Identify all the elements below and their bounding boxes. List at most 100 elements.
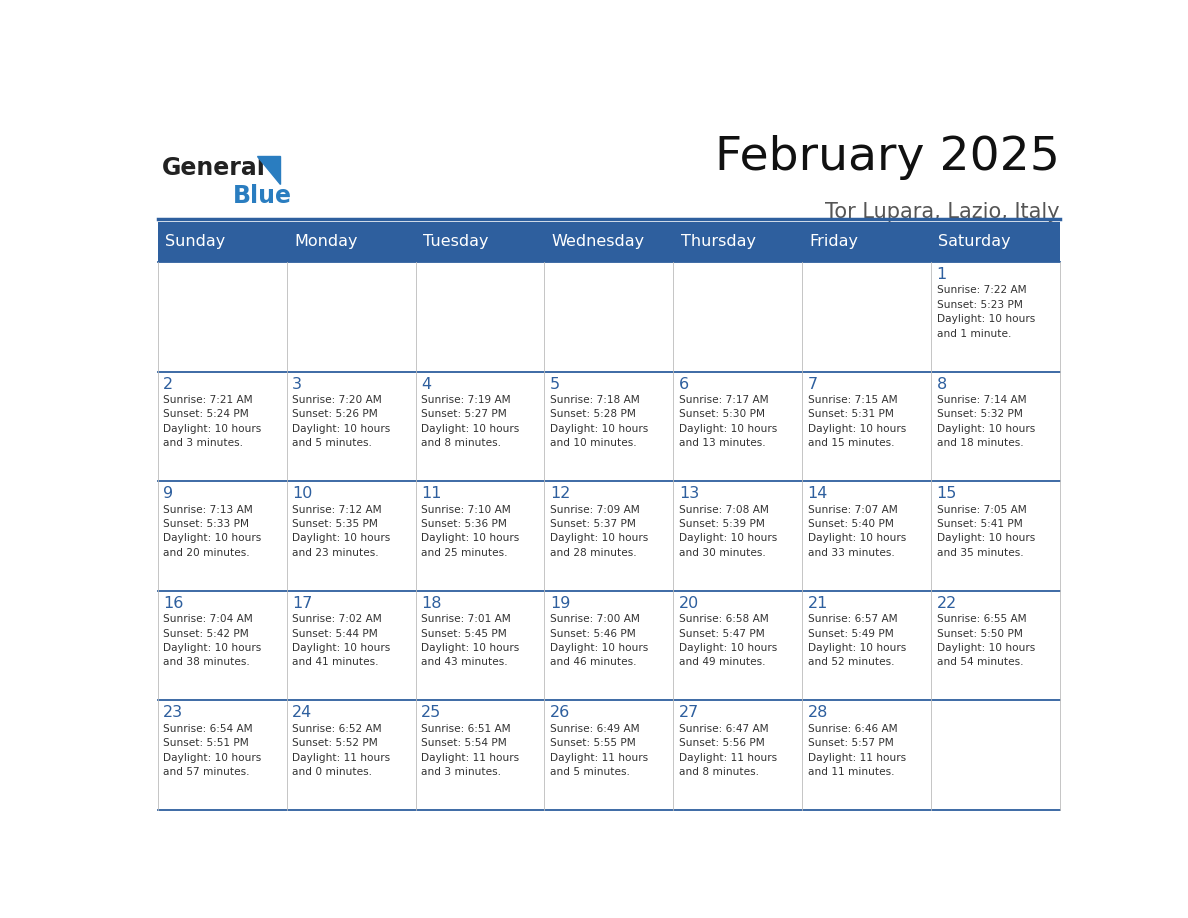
Bar <box>158 372 286 481</box>
Text: Sunrise: 7:20 AM
Sunset: 5:26 PM
Daylight: 10 hours
and 5 minutes.: Sunrise: 7:20 AM Sunset: 5:26 PM Dayligh… <box>292 395 391 448</box>
Bar <box>802 700 931 810</box>
Bar <box>158 481 286 591</box>
Bar <box>286 700 416 810</box>
Bar <box>802 481 931 591</box>
Bar <box>416 372 544 481</box>
Bar <box>286 481 416 591</box>
Text: Sunrise: 7:21 AM
Sunset: 5:24 PM
Daylight: 10 hours
and 3 minutes.: Sunrise: 7:21 AM Sunset: 5:24 PM Dayligh… <box>163 395 261 448</box>
Text: 23: 23 <box>163 705 183 721</box>
Text: Sunrise: 7:10 AM
Sunset: 5:36 PM
Daylight: 10 hours
and 25 minutes.: Sunrise: 7:10 AM Sunset: 5:36 PM Dayligh… <box>421 505 519 558</box>
Text: 27: 27 <box>678 705 699 721</box>
Text: Sunrise: 7:12 AM
Sunset: 5:35 PM
Daylight: 10 hours
and 23 minutes.: Sunrise: 7:12 AM Sunset: 5:35 PM Dayligh… <box>292 505 391 558</box>
Text: Tuesday: Tuesday <box>423 234 488 250</box>
Bar <box>544 481 674 591</box>
Text: Monday: Monday <box>293 234 358 250</box>
Bar <box>416 263 544 372</box>
Bar <box>674 372 802 481</box>
Text: 2: 2 <box>163 376 173 392</box>
Text: Sunrise: 6:46 AM
Sunset: 5:57 PM
Daylight: 11 hours
and 11 minutes.: Sunrise: 6:46 AM Sunset: 5:57 PM Dayligh… <box>808 723 905 777</box>
Text: Sunrise: 7:08 AM
Sunset: 5:39 PM
Daylight: 10 hours
and 30 minutes.: Sunrise: 7:08 AM Sunset: 5:39 PM Dayligh… <box>678 505 777 558</box>
Text: 21: 21 <box>808 596 828 610</box>
Text: 9: 9 <box>163 487 173 501</box>
Text: Sunday: Sunday <box>165 234 226 250</box>
Text: Sunrise: 6:49 AM
Sunset: 5:55 PM
Daylight: 11 hours
and 5 minutes.: Sunrise: 6:49 AM Sunset: 5:55 PM Dayligh… <box>550 723 647 777</box>
Text: Saturday: Saturday <box>939 234 1011 250</box>
Text: Sunrise: 6:47 AM
Sunset: 5:56 PM
Daylight: 11 hours
and 8 minutes.: Sunrise: 6:47 AM Sunset: 5:56 PM Dayligh… <box>678 723 777 777</box>
Polygon shape <box>257 156 280 185</box>
Text: 22: 22 <box>936 596 956 610</box>
Bar <box>931 372 1060 481</box>
Bar <box>158 263 286 372</box>
Text: Sunrise: 6:58 AM
Sunset: 5:47 PM
Daylight: 10 hours
and 49 minutes.: Sunrise: 6:58 AM Sunset: 5:47 PM Dayligh… <box>678 614 777 667</box>
Bar <box>931 700 1060 810</box>
Text: Sunrise: 7:17 AM
Sunset: 5:30 PM
Daylight: 10 hours
and 13 minutes.: Sunrise: 7:17 AM Sunset: 5:30 PM Dayligh… <box>678 395 777 448</box>
Text: Sunrise: 7:02 AM
Sunset: 5:44 PM
Daylight: 10 hours
and 41 minutes.: Sunrise: 7:02 AM Sunset: 5:44 PM Dayligh… <box>292 614 391 667</box>
Text: 18: 18 <box>421 596 442 610</box>
Text: 7: 7 <box>808 376 817 392</box>
Text: 5: 5 <box>550 376 560 392</box>
Text: 14: 14 <box>808 487 828 501</box>
Bar <box>544 263 674 372</box>
Bar <box>544 700 674 810</box>
Text: 19: 19 <box>550 596 570 610</box>
Bar <box>416 700 544 810</box>
Text: 26: 26 <box>550 705 570 721</box>
Text: 17: 17 <box>292 596 312 610</box>
Text: Sunrise: 7:05 AM
Sunset: 5:41 PM
Daylight: 10 hours
and 35 minutes.: Sunrise: 7:05 AM Sunset: 5:41 PM Dayligh… <box>936 505 1035 558</box>
Text: Sunrise: 6:51 AM
Sunset: 5:54 PM
Daylight: 11 hours
and 3 minutes.: Sunrise: 6:51 AM Sunset: 5:54 PM Dayligh… <box>421 723 519 777</box>
Bar <box>416 481 544 591</box>
Text: 20: 20 <box>678 596 699 610</box>
Text: Sunrise: 7:00 AM
Sunset: 5:46 PM
Daylight: 10 hours
and 46 minutes.: Sunrise: 7:00 AM Sunset: 5:46 PM Dayligh… <box>550 614 649 667</box>
Text: Sunrise: 7:15 AM
Sunset: 5:31 PM
Daylight: 10 hours
and 15 minutes.: Sunrise: 7:15 AM Sunset: 5:31 PM Dayligh… <box>808 395 906 448</box>
Bar <box>158 700 286 810</box>
Text: Blue: Blue <box>233 185 292 208</box>
Text: Sunrise: 7:22 AM
Sunset: 5:23 PM
Daylight: 10 hours
and 1 minute.: Sunrise: 7:22 AM Sunset: 5:23 PM Dayligh… <box>936 285 1035 339</box>
Text: 24: 24 <box>292 705 312 721</box>
Bar <box>544 372 674 481</box>
Bar <box>286 372 416 481</box>
Bar <box>931 263 1060 372</box>
Text: Sunrise: 6:55 AM
Sunset: 5:50 PM
Daylight: 10 hours
and 54 minutes.: Sunrise: 6:55 AM Sunset: 5:50 PM Dayligh… <box>936 614 1035 667</box>
Bar <box>286 263 416 372</box>
Text: Friday: Friday <box>809 234 859 250</box>
Bar <box>416 591 544 700</box>
Bar <box>674 591 802 700</box>
Text: 13: 13 <box>678 487 699 501</box>
Bar <box>158 591 286 700</box>
Text: Sunrise: 7:13 AM
Sunset: 5:33 PM
Daylight: 10 hours
and 20 minutes.: Sunrise: 7:13 AM Sunset: 5:33 PM Dayligh… <box>163 505 261 558</box>
Text: 10: 10 <box>292 487 312 501</box>
Text: February 2025: February 2025 <box>715 135 1060 180</box>
Bar <box>158 222 1060 263</box>
Text: Tor Lupara, Lazio, Italy: Tor Lupara, Lazio, Italy <box>826 202 1060 222</box>
Bar <box>802 263 931 372</box>
Text: 15: 15 <box>936 487 958 501</box>
Text: Sunrise: 7:01 AM
Sunset: 5:45 PM
Daylight: 10 hours
and 43 minutes.: Sunrise: 7:01 AM Sunset: 5:45 PM Dayligh… <box>421 614 519 667</box>
Text: Sunrise: 6:52 AM
Sunset: 5:52 PM
Daylight: 11 hours
and 0 minutes.: Sunrise: 6:52 AM Sunset: 5:52 PM Dayligh… <box>292 723 390 777</box>
Text: 4: 4 <box>421 376 431 392</box>
Text: 11: 11 <box>421 487 442 501</box>
Bar <box>931 481 1060 591</box>
Text: 28: 28 <box>808 705 828 721</box>
Text: 3: 3 <box>292 376 302 392</box>
Bar <box>931 591 1060 700</box>
Text: 25: 25 <box>421 705 441 721</box>
Bar <box>802 591 931 700</box>
Text: Thursday: Thursday <box>681 234 756 250</box>
Text: Sunrise: 7:14 AM
Sunset: 5:32 PM
Daylight: 10 hours
and 18 minutes.: Sunrise: 7:14 AM Sunset: 5:32 PM Dayligh… <box>936 395 1035 448</box>
Bar <box>286 591 416 700</box>
Bar <box>674 700 802 810</box>
Bar <box>674 481 802 591</box>
Text: Sunrise: 7:09 AM
Sunset: 5:37 PM
Daylight: 10 hours
and 28 minutes.: Sunrise: 7:09 AM Sunset: 5:37 PM Dayligh… <box>550 505 649 558</box>
Bar <box>674 263 802 372</box>
Text: Sunrise: 6:57 AM
Sunset: 5:49 PM
Daylight: 10 hours
and 52 minutes.: Sunrise: 6:57 AM Sunset: 5:49 PM Dayligh… <box>808 614 906 667</box>
Text: 1: 1 <box>936 267 947 282</box>
Text: Wednesday: Wednesday <box>551 234 645 250</box>
Bar <box>802 372 931 481</box>
Text: 12: 12 <box>550 487 570 501</box>
Text: Sunrise: 7:19 AM
Sunset: 5:27 PM
Daylight: 10 hours
and 8 minutes.: Sunrise: 7:19 AM Sunset: 5:27 PM Dayligh… <box>421 395 519 448</box>
Text: Sunrise: 7:04 AM
Sunset: 5:42 PM
Daylight: 10 hours
and 38 minutes.: Sunrise: 7:04 AM Sunset: 5:42 PM Dayligh… <box>163 614 261 667</box>
Text: Sunrise: 6:54 AM
Sunset: 5:51 PM
Daylight: 10 hours
and 57 minutes.: Sunrise: 6:54 AM Sunset: 5:51 PM Dayligh… <box>163 723 261 777</box>
Text: 6: 6 <box>678 376 689 392</box>
Text: 8: 8 <box>936 376 947 392</box>
Text: Sunrise: 7:07 AM
Sunset: 5:40 PM
Daylight: 10 hours
and 33 minutes.: Sunrise: 7:07 AM Sunset: 5:40 PM Dayligh… <box>808 505 906 558</box>
